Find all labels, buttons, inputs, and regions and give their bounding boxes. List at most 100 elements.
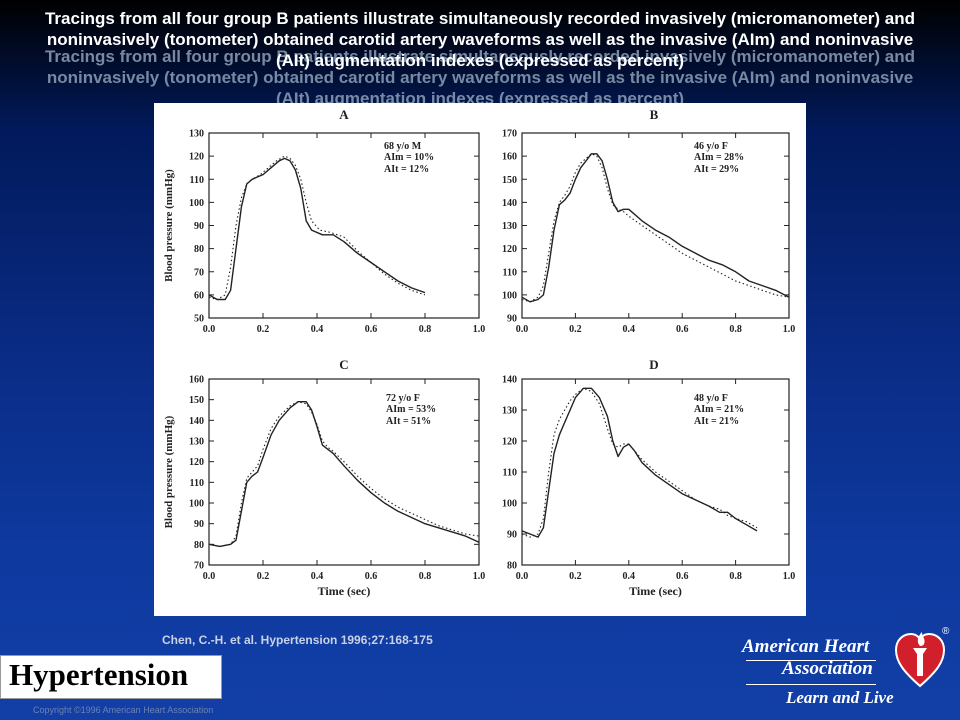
x-tick-label: 0.4 [623, 571, 636, 582]
x-tick-label: 0.8 [419, 571, 432, 582]
annotation-ait: AIt = 21% [694, 416, 739, 427]
annotation-patient: 48 y/o F [694, 393, 728, 404]
plot-frame [208, 378, 480, 566]
x-tick-label: 1.0 [473, 571, 486, 582]
aha-name-line2: Association [782, 658, 873, 679]
x-tick-label: 0.4 [311, 571, 324, 582]
journal-logo: Hypertension [0, 655, 222, 699]
y-tick-label: 120 [502, 244, 517, 255]
panel-label: B [650, 107, 659, 122]
y-tick-label: 50 [194, 314, 204, 325]
y-tick-label: 120 [189, 152, 204, 163]
panel-label: C [339, 357, 348, 372]
y-tick-label: 80 [507, 561, 517, 572]
x-tick-label: 1.0 [783, 324, 796, 335]
y-tick-label: 170 [502, 129, 517, 140]
y-tick-label: 80 [194, 540, 204, 551]
x-tick-label: 0.2 [569, 571, 582, 582]
tonometer-waveform [208, 401, 480, 547]
panel-label: D [649, 357, 658, 372]
y-tick-label: 160 [502, 152, 517, 163]
y-tick-label: 100 [189, 499, 204, 510]
tonometer-waveform [521, 153, 790, 303]
x-tick-label: 0.6 [676, 571, 689, 582]
annotation-patient: 72 y/o F [386, 393, 420, 404]
y-tick-label: 140 [502, 375, 517, 386]
y-tick-label: 80 [194, 244, 204, 255]
slide-title: Tracings from all four group B patients … [44, 9, 916, 70]
y-tick-label: 160 [189, 375, 204, 386]
registered-mark: ® [942, 626, 950, 637]
x-tick-label: 0.2 [257, 324, 270, 335]
y-tick-label: 140 [189, 416, 204, 427]
x-tick-label: 0.6 [365, 324, 378, 335]
y-axis-label: Blood pressure (mmHg) [163, 415, 175, 528]
figure-panel: A 0.0 0.2 0.4 0.6 0.8 1.0 50 60 70 80 90 100 110 120 13… [154, 103, 806, 616]
micromanometer-waveform [521, 387, 758, 538]
aha-tagline: Learn and Live [786, 688, 894, 707]
aha-name-line1: American Heart [742, 636, 870, 657]
y-tick-label: 130 [189, 129, 204, 140]
y-axis-label: Blood pressure (mmHg) [163, 169, 175, 282]
x-tick-label: 0.0 [516, 571, 529, 582]
y-tick-label: 120 [502, 437, 517, 448]
annotation-aim: AIm = 53% [386, 404, 436, 415]
panel-label: A [339, 107, 349, 122]
y-tick-label: 130 [502, 406, 517, 417]
y-tick-label: 110 [190, 175, 204, 186]
heart-torch-icon [894, 632, 946, 688]
aha-divider [746, 660, 876, 661]
x-tick-label: 0.0 [203, 324, 216, 335]
y-tick-label: 90 [507, 314, 517, 325]
annotation-patient: 68 y/o M [384, 141, 422, 152]
x-tick-label: 0.0 [516, 324, 529, 335]
y-tick-label: 120 [189, 457, 204, 468]
x-tick-label: 1.0 [783, 571, 796, 582]
x-tick-label: 1.0 [473, 324, 486, 335]
annotation-aim: AIm = 21% [694, 404, 744, 415]
aha-logo: American Heart Association Learn and Liv… [738, 622, 960, 720]
y-tick-label: 110 [503, 468, 517, 479]
annotation-ait: AIt = 29% [694, 164, 739, 175]
x-tick-label: 0.4 [311, 324, 324, 335]
tonometer-waveform [208, 155, 426, 301]
annotation-aim: AIm = 10% [384, 152, 434, 163]
x-tick-label: 0.8 [419, 324, 432, 335]
plot-frame [521, 132, 790, 319]
y-tick-label: 150 [502, 175, 517, 186]
y-tick-label: 130 [502, 221, 517, 232]
x-tick-label: 0.2 [569, 324, 582, 335]
y-tick-label: 70 [194, 267, 204, 278]
y-tick-label: 90 [194, 221, 204, 232]
y-tick-label: 90 [194, 519, 204, 530]
y-tick-label: 130 [189, 437, 204, 448]
y-tick-label: 60 [194, 290, 204, 301]
x-tick-label: 0.0 [203, 571, 216, 582]
y-tick-label: 100 [189, 198, 204, 209]
x-axis-label: Time (sec) [318, 584, 371, 598]
y-tick-label: 90 [507, 530, 517, 541]
copyright: Copyright ©1996 American Heart Associati… [33, 705, 214, 715]
waveform-figure: A 0.0 0.2 0.4 0.6 0.8 1.0 50 60 70 80 90 100 110 120 13… [163, 107, 796, 598]
annotation-patient: 46 y/o F [694, 141, 728, 152]
plot-frame [208, 132, 480, 319]
y-tick-label: 110 [503, 267, 517, 278]
y-tick-label: 70 [194, 561, 204, 572]
y-tick-label: 100 [502, 499, 517, 510]
annotation-aim: AIm = 28% [694, 152, 744, 163]
x-tick-label: 0.6 [365, 571, 378, 582]
micromanometer-waveform [521, 153, 790, 303]
x-tick-label: 0.6 [676, 324, 689, 335]
micromanometer-waveform [208, 157, 426, 301]
micromanometer-waveform [208, 401, 480, 548]
x-tick-label: 0.4 [623, 324, 636, 335]
y-tick-label: 100 [502, 290, 517, 301]
annotation-ait: AIt = 51% [386, 416, 431, 427]
annotation-ait: AIt = 12% [384, 164, 429, 175]
x-tick-label: 0.8 [729, 324, 742, 335]
aha-divider-2 [746, 684, 876, 685]
journal-name: Hypertension [9, 657, 189, 692]
x-axis-label: Time (sec) [629, 584, 682, 598]
y-tick-label: 150 [189, 395, 204, 406]
x-tick-label: 0.8 [729, 571, 742, 582]
